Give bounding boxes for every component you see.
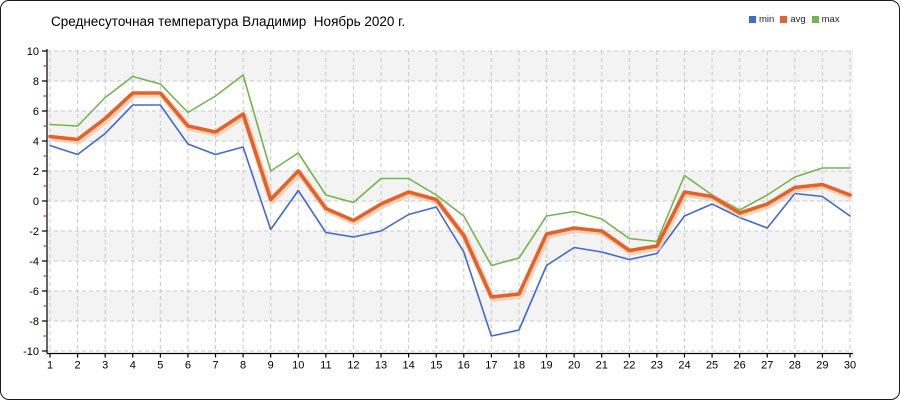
chart-legend: min avg max	[749, 14, 840, 25]
x-tick-label: 7	[212, 360, 218, 372]
plot-band	[47, 51, 853, 81]
y-tick-label: 8	[33, 76, 39, 88]
x-tick-label: 15	[430, 360, 442, 372]
y-tick-label: 4	[33, 136, 39, 148]
x-tick-label: 4	[130, 360, 136, 372]
y-tick-label: -10	[23, 346, 39, 358]
x-tick-label: 19	[540, 360, 552, 372]
x-tick-label: 20	[568, 360, 580, 372]
x-tick-label: 12	[347, 360, 359, 372]
x-tick-label: 27	[761, 360, 773, 372]
legend-label-min: min	[759, 14, 775, 25]
plot-band	[47, 291, 853, 321]
x-tick-label: 8	[240, 360, 246, 372]
x-tick-label: 18	[513, 360, 525, 372]
legend-swatch-avg	[780, 16, 788, 23]
legend-item-avg[interactable]: avg	[780, 14, 806, 25]
y-tick-label: 10	[27, 46, 39, 58]
x-tick-label: 24	[678, 360, 690, 372]
x-tick-label: 1	[47, 360, 53, 372]
y-tick-label: 6	[33, 106, 39, 118]
series-line-min	[49, 104, 851, 337]
plot-band	[47, 141, 853, 171]
legend-swatch-max	[811, 16, 819, 23]
series-line-avg	[48, 91, 852, 299]
x-tick-label: 6	[185, 360, 191, 372]
plot-band	[47, 321, 853, 351]
x-tick-label: 13	[375, 360, 387, 372]
x-tick-label: 2	[75, 360, 81, 372]
x-tick-label: 25	[706, 360, 718, 372]
x-tick-label: 26	[734, 360, 746, 372]
y-tick-label: -6	[29, 286, 39, 298]
x-tick-label: 22	[623, 360, 635, 372]
x-tick-label: 21	[596, 360, 608, 372]
chart-title: Среднесуточная температура Владимир Нояб…	[51, 14, 406, 29]
x-tick-label: 30	[844, 360, 856, 372]
x-tick-label: 23	[651, 360, 663, 372]
plot-band	[47, 261, 853, 291]
legend-label-avg: avg	[790, 14, 806, 25]
x-tick-label: 29	[816, 360, 828, 372]
x-tick-label: 11	[320, 360, 331, 372]
x-tick-label: 5	[157, 360, 163, 372]
legend-item-max[interactable]: max	[811, 14, 840, 25]
y-tick-label: 2	[33, 166, 39, 178]
y-tick-label: -2	[29, 226, 39, 238]
y-tick-label: 0	[33, 196, 39, 208]
x-tick-label: 17	[485, 360, 497, 372]
y-tick-label: -8	[29, 316, 39, 328]
legend-item-min[interactable]: min	[749, 14, 774, 25]
x-tick-label: 28	[789, 360, 801, 372]
x-tick-label: 16	[458, 360, 470, 372]
x-tick-label: 14	[402, 360, 414, 372]
legend-swatch-min	[749, 16, 756, 23]
y-tick-label: -4	[29, 256, 39, 268]
plot-band	[47, 231, 853, 261]
plot-band	[47, 171, 853, 201]
legend-label-max: max	[821, 14, 840, 25]
x-tick-label: 9	[268, 360, 274, 372]
x-tick-label: 10	[292, 360, 304, 372]
x-tick-label: 3	[102, 360, 108, 372]
